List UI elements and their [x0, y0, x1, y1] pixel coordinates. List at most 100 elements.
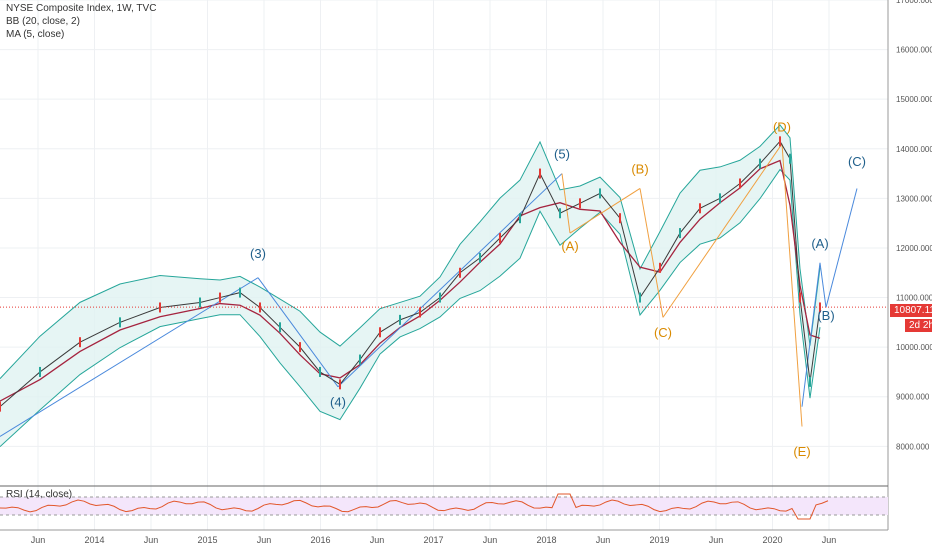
- price-candle: [259, 302, 261, 313]
- bb-upper-band: [0, 124, 821, 379]
- wave-label: (4): [330, 395, 346, 410]
- x-tick-label: 2020: [762, 535, 782, 545]
- price-candle: [119, 317, 121, 328]
- wave-label: (3): [250, 246, 266, 261]
- chart-title: NYSE Composite Index, 1W, TVC: [6, 3, 157, 14]
- trendline-to-wave-e: [781, 143, 803, 427]
- price-candle: [299, 342, 301, 353]
- price-candle: [459, 267, 461, 278]
- trendline-to-wave-b2: [819, 262, 827, 308]
- y-tick-label: 16000.000: [896, 46, 932, 55]
- price-candle: [719, 193, 721, 204]
- price-candle: [379, 327, 381, 338]
- x-tick-label: 2015: [197, 535, 217, 545]
- rsi-indicator-label[interactable]: RSI (14, close): [6, 489, 73, 500]
- rsi-panel: [0, 485, 888, 520]
- time-axis[interactable]: Jun 2014 Jun 2015 Jun 2016 Jun 2017 Jun 2018 Jun 20…: [0, 529, 888, 545]
- bb-fill: [0, 124, 820, 447]
- price-candle: [499, 233, 501, 244]
- x-tick-label: Jun: [31, 535, 46, 545]
- last-price-tag: 10807.118: [890, 304, 932, 317]
- countdown-tag: 2d 2h: [905, 319, 932, 332]
- ma-indicator-label[interactable]: MA (5, close): [6, 29, 65, 40]
- bb-lower-band: [0, 168, 821, 448]
- x-tick-label: Jun: [822, 535, 837, 545]
- x-tick-label: Jun: [144, 535, 159, 545]
- price-candle: [279, 322, 281, 333]
- rsi-line: [0, 493, 829, 520]
- x-tick-label: Jun: [257, 535, 272, 545]
- trendline-to-wave-c: [639, 188, 664, 318]
- wave-label: (C): [654, 325, 672, 340]
- price-candle: [619, 213, 621, 224]
- price-candle: [539, 168, 541, 179]
- price-candle: [199, 297, 201, 308]
- price-candle: [789, 153, 791, 164]
- price-candle: [809, 376, 811, 387]
- price-candle: [739, 178, 741, 189]
- price-series: [0, 136, 888, 412]
- wave-label: (C): [848, 154, 866, 169]
- x-tick-label: 2019: [649, 535, 669, 545]
- price-candle: [239, 287, 241, 298]
- chart-grid: [0, 0, 888, 530]
- price-candle: [0, 401, 1, 412]
- wave-label: (5): [554, 147, 570, 162]
- wave-label: (E): [793, 444, 810, 459]
- x-tick-label: 2017: [423, 535, 443, 545]
- trendline-to-wave-a: [561, 173, 571, 234]
- y-tick-label: 9000.000: [896, 393, 930, 402]
- price-candle: [479, 252, 481, 263]
- rsi-band-fill: [0, 497, 888, 515]
- price-candle: [439, 292, 441, 303]
- price-candle: [219, 292, 221, 303]
- y-tick-label: 12000.000: [896, 244, 932, 253]
- y-tick-label: 14000.000: [896, 145, 932, 154]
- price-axis[interactable]: 8000.000 9000.000 10000.000 11000.000 12000.…: [887, 0, 932, 530]
- trendline-to-wave-b: [569, 188, 641, 234]
- price-candle: [699, 203, 701, 214]
- wave-label: (A): [561, 238, 578, 253]
- x-tick-label: Jun: [483, 535, 498, 545]
- price-candle: [639, 292, 641, 303]
- y-tick-label: 10000.000: [896, 343, 932, 352]
- trendline-to-wave-3: [0, 277, 259, 437]
- wave-label: (D): [773, 119, 791, 134]
- price-candle: [799, 292, 801, 303]
- price-candle: [599, 188, 601, 199]
- trendline-to-wave-5: [337, 173, 563, 388]
- bollinger-bands: [0, 124, 821, 448]
- price-candle: [559, 208, 561, 219]
- price-candle: [579, 198, 581, 209]
- y-tick-label: 15000.000: [896, 95, 932, 104]
- price-candle: [39, 366, 41, 377]
- x-tick-label: 2018: [536, 535, 556, 545]
- price-candle: [759, 158, 761, 169]
- y-tick-label: 17000.000: [896, 0, 932, 5]
- price-candle: [399, 314, 401, 325]
- trendline-to-wave-d: [662, 143, 783, 318]
- price-candle: [79, 337, 81, 348]
- x-tick-label: Jun: [596, 535, 611, 545]
- wave-labels: (3) (4) (5) (A) (B) (C) (D) (E) (A) (B) (C): [250, 119, 866, 459]
- x-tick-label: 2016: [310, 535, 330, 545]
- wave-label: (B): [817, 308, 834, 323]
- price-candle: [679, 228, 681, 239]
- x-tick-label: 2014: [84, 535, 104, 545]
- y-tick-label: 11000.000: [896, 294, 932, 303]
- y-tick-label: 8000.000: [896, 442, 930, 451]
- price-candle: [659, 262, 661, 273]
- wave-label: (A): [811, 236, 828, 251]
- x-tick-label: Jun: [370, 535, 385, 545]
- price-candle: [779, 136, 781, 147]
- price-candle: [519, 213, 521, 224]
- price-candle: [419, 307, 421, 318]
- wave-label: (B): [631, 162, 648, 177]
- trendline-to-wave-4: [257, 277, 339, 388]
- y-tick-label: 13000.000: [896, 194, 932, 203]
- price-candle: [339, 379, 341, 390]
- elliott-wave-trendlines: [0, 143, 858, 437]
- price-candle: [319, 366, 321, 377]
- bb-indicator-label[interactable]: BB (20, close, 2): [6, 16, 80, 27]
